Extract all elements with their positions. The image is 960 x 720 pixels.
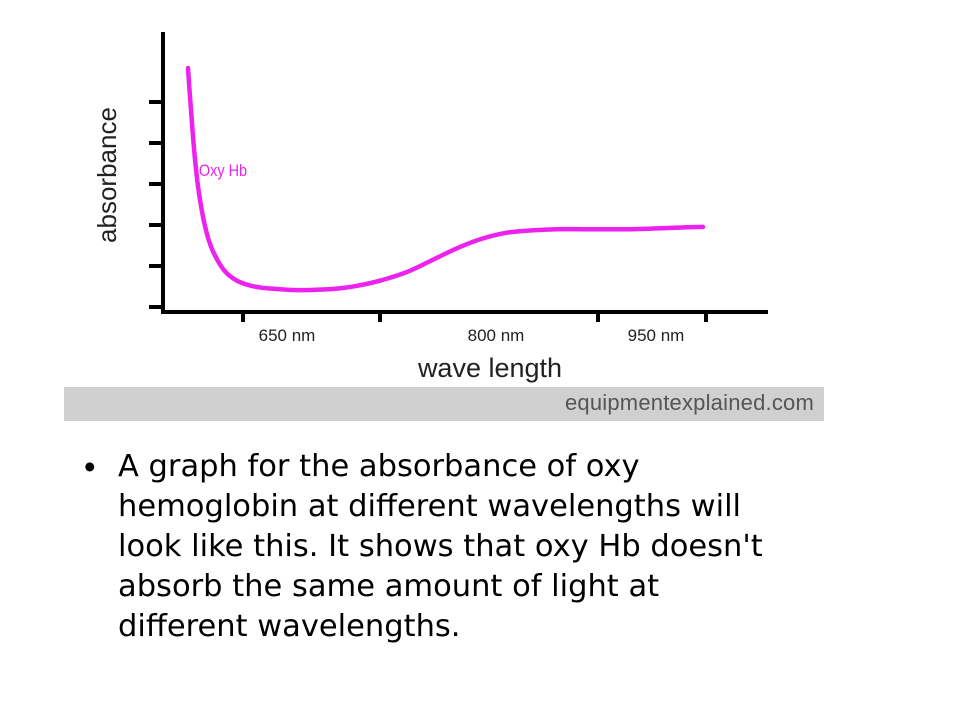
series-label-oxy-hb: Oxy Hb bbox=[199, 162, 247, 180]
bullet-text: A graph for the absorbance of oxy hemogl… bbox=[118, 449, 763, 644]
chart-axes bbox=[161, 32, 768, 314]
y-ticks bbox=[149, 100, 163, 309]
x-ticks: 650 nm 800 nm 950 nm bbox=[241, 312, 708, 345]
absorbance-chart: 650 nm 800 nm 950 nm Oxy Hb absorbance wav… bbox=[92, 32, 768, 383]
x-axis-label: wave length bbox=[417, 353, 562, 383]
chart-series: Oxy Hb bbox=[185, 65, 706, 293]
series-line-oxy-hb bbox=[185, 65, 706, 293]
x-tick-label: 650 nm bbox=[259, 326, 316, 345]
bullet-dot-icon: • bbox=[84, 448, 96, 485]
watermark-part-1: equipment bbox=[564, 390, 670, 415]
watermark-part-3: .com bbox=[765, 390, 814, 415]
watermark-part-2: explained bbox=[669, 390, 766, 415]
x-tick-label: 950 nm bbox=[628, 326, 685, 345]
watermark-text: equipmentexplained.com bbox=[565, 390, 814, 416]
y-axis-label: absorbance bbox=[92, 107, 122, 243]
watermark-bar: equipmentexplained.com bbox=[64, 387, 824, 421]
x-tick-label: 800 nm bbox=[468, 326, 525, 345]
